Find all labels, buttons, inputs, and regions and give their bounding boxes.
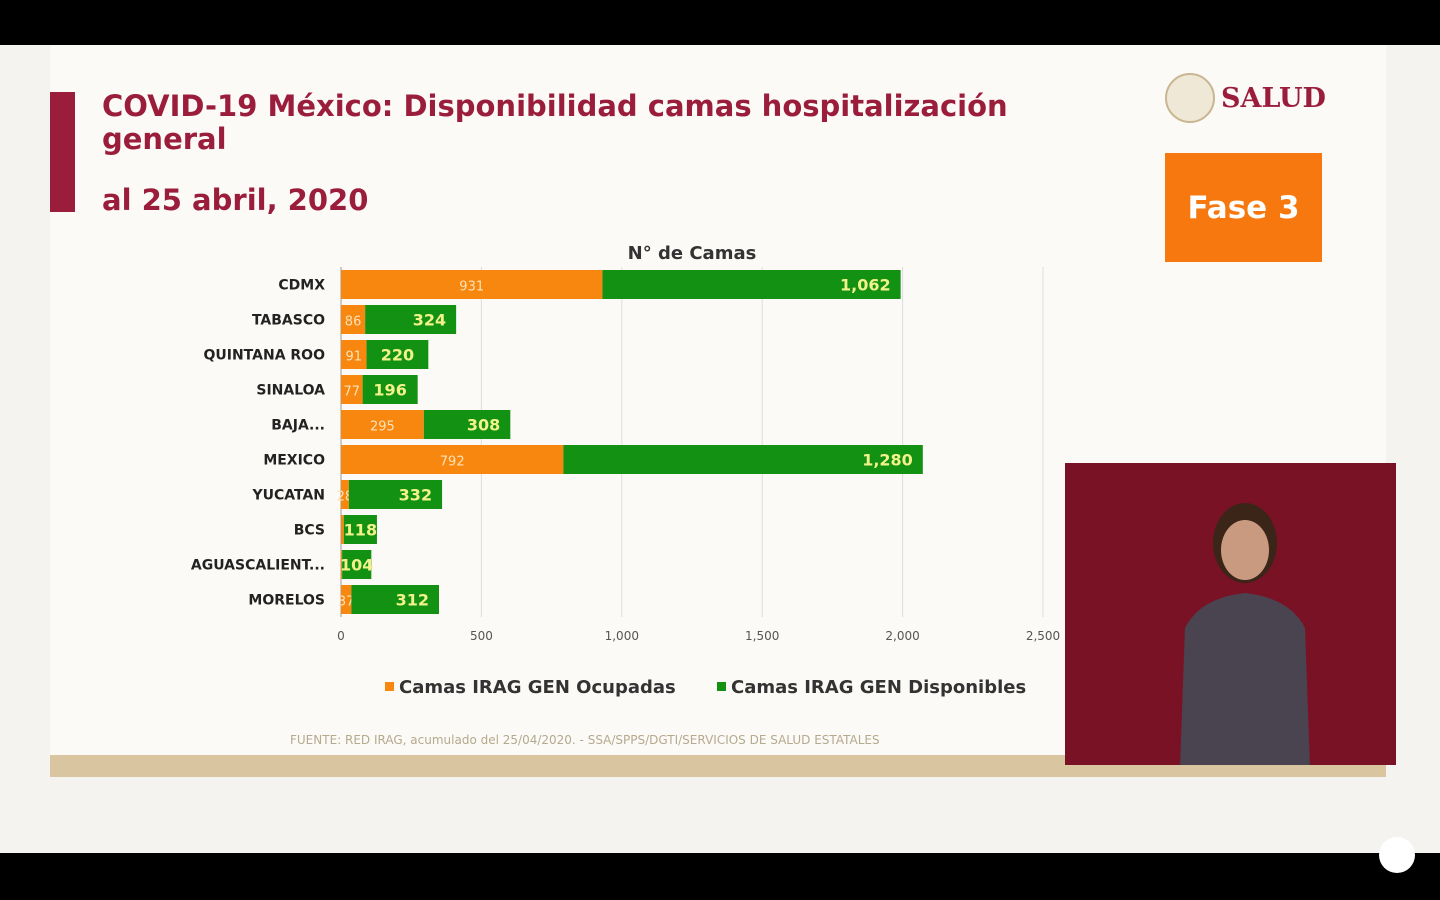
x-tick-label: 1,500 xyxy=(745,629,779,643)
data-label: 312 xyxy=(396,591,429,610)
source-note: FUENTE: RED IRAG, acumulado del 25/04/20… xyxy=(290,733,880,747)
data-label: 1,280 xyxy=(862,451,913,470)
bar-disponibles xyxy=(366,340,429,369)
category-label: BCS xyxy=(294,523,325,539)
category-label: QUINTANA ROO xyxy=(203,348,325,364)
logo-text: SALUD xyxy=(1221,82,1326,114)
salud-logo: SALUD xyxy=(1165,73,1326,123)
x-tick-label: 1,000 xyxy=(605,629,639,643)
bar-disponibles xyxy=(602,270,901,299)
bar-disponibles xyxy=(423,410,511,439)
bar-ocupadas xyxy=(341,585,352,614)
category-label: BAJA... xyxy=(271,418,325,434)
category-label: CDMX xyxy=(278,278,325,294)
title-accent-bar xyxy=(50,92,75,212)
data-label: 86 xyxy=(345,315,362,330)
category-label: MORELOS xyxy=(248,593,325,609)
bar-ocupadas xyxy=(341,550,343,579)
legend-swatch xyxy=(717,682,726,691)
legend-swatch xyxy=(385,682,394,691)
x-tick-label: 2,500 xyxy=(1026,629,1060,643)
data-label: 332 xyxy=(399,486,432,505)
page-title: COVID-19 México: Disponibilidad camas ho… xyxy=(102,89,1008,156)
bar-ocupadas xyxy=(341,340,367,369)
data-label: 91 xyxy=(346,350,363,365)
legend-label: Camas IRAG GEN Disponibles xyxy=(731,677,1026,698)
phase-badge: Fase 3 xyxy=(1165,153,1322,262)
bar-ocupadas xyxy=(341,515,344,544)
slide: COVID-19 México: Disponibilidad camas ho… xyxy=(0,45,1440,853)
legend-label: Camas IRAG GEN Ocupadas xyxy=(399,677,676,698)
sign-language-video xyxy=(1065,463,1396,765)
bar-ocupadas xyxy=(341,410,424,439)
bar-ocupadas xyxy=(341,270,603,299)
bar-disponibles xyxy=(343,515,377,544)
chart-title: N° de Camas xyxy=(628,243,757,264)
bar-disponibles xyxy=(563,445,923,474)
bar-disponibles xyxy=(351,585,439,614)
interpreter-figure xyxy=(1180,503,1310,765)
bar-ocupadas xyxy=(341,445,564,474)
x-tick-label: 500 xyxy=(470,629,493,643)
data-label: 295 xyxy=(370,420,395,435)
data-label: 1,062 xyxy=(840,276,891,295)
category-label: MEXICO xyxy=(263,453,325,469)
data-label: 77 xyxy=(344,385,361,400)
bar-disponibles xyxy=(342,550,372,579)
data-label: 118 xyxy=(344,521,377,540)
bar-ocupadas xyxy=(341,480,349,509)
data-label: 792 xyxy=(440,455,465,470)
bar-disponibles xyxy=(365,305,457,334)
data-label: 308 xyxy=(467,416,500,435)
seal-icon xyxy=(1165,73,1215,123)
category-label: AGUASCALIENT... xyxy=(191,558,325,574)
bar-chart: N° de Camas 0 500 1,000 1,500 2,000 2,500 CDMX 9… xyxy=(191,243,1060,698)
category-label: SINALOA xyxy=(256,383,325,399)
category-label: YUCATAN xyxy=(251,488,325,504)
bar-disponibles xyxy=(348,480,443,509)
x-tick-label: 0 xyxy=(337,629,345,643)
bar-disponibles xyxy=(362,375,418,404)
bar-ocupadas xyxy=(341,305,366,334)
data-label: 104 xyxy=(340,556,373,575)
page-subtitle: al 25 abril, 2020 xyxy=(102,183,369,217)
data-label: 324 xyxy=(413,311,446,330)
gobierno-emblem-icon xyxy=(1379,837,1415,873)
data-label: 37 xyxy=(338,595,355,610)
data-label: 196 xyxy=(373,381,406,400)
data-label: 220 xyxy=(381,346,414,365)
bar-ocupadas xyxy=(341,375,363,404)
data-label: 931 xyxy=(459,280,484,295)
x-tick-label: 2,000 xyxy=(885,629,919,643)
category-label: TABASCO xyxy=(252,313,325,329)
bottom-band xyxy=(50,755,1386,777)
